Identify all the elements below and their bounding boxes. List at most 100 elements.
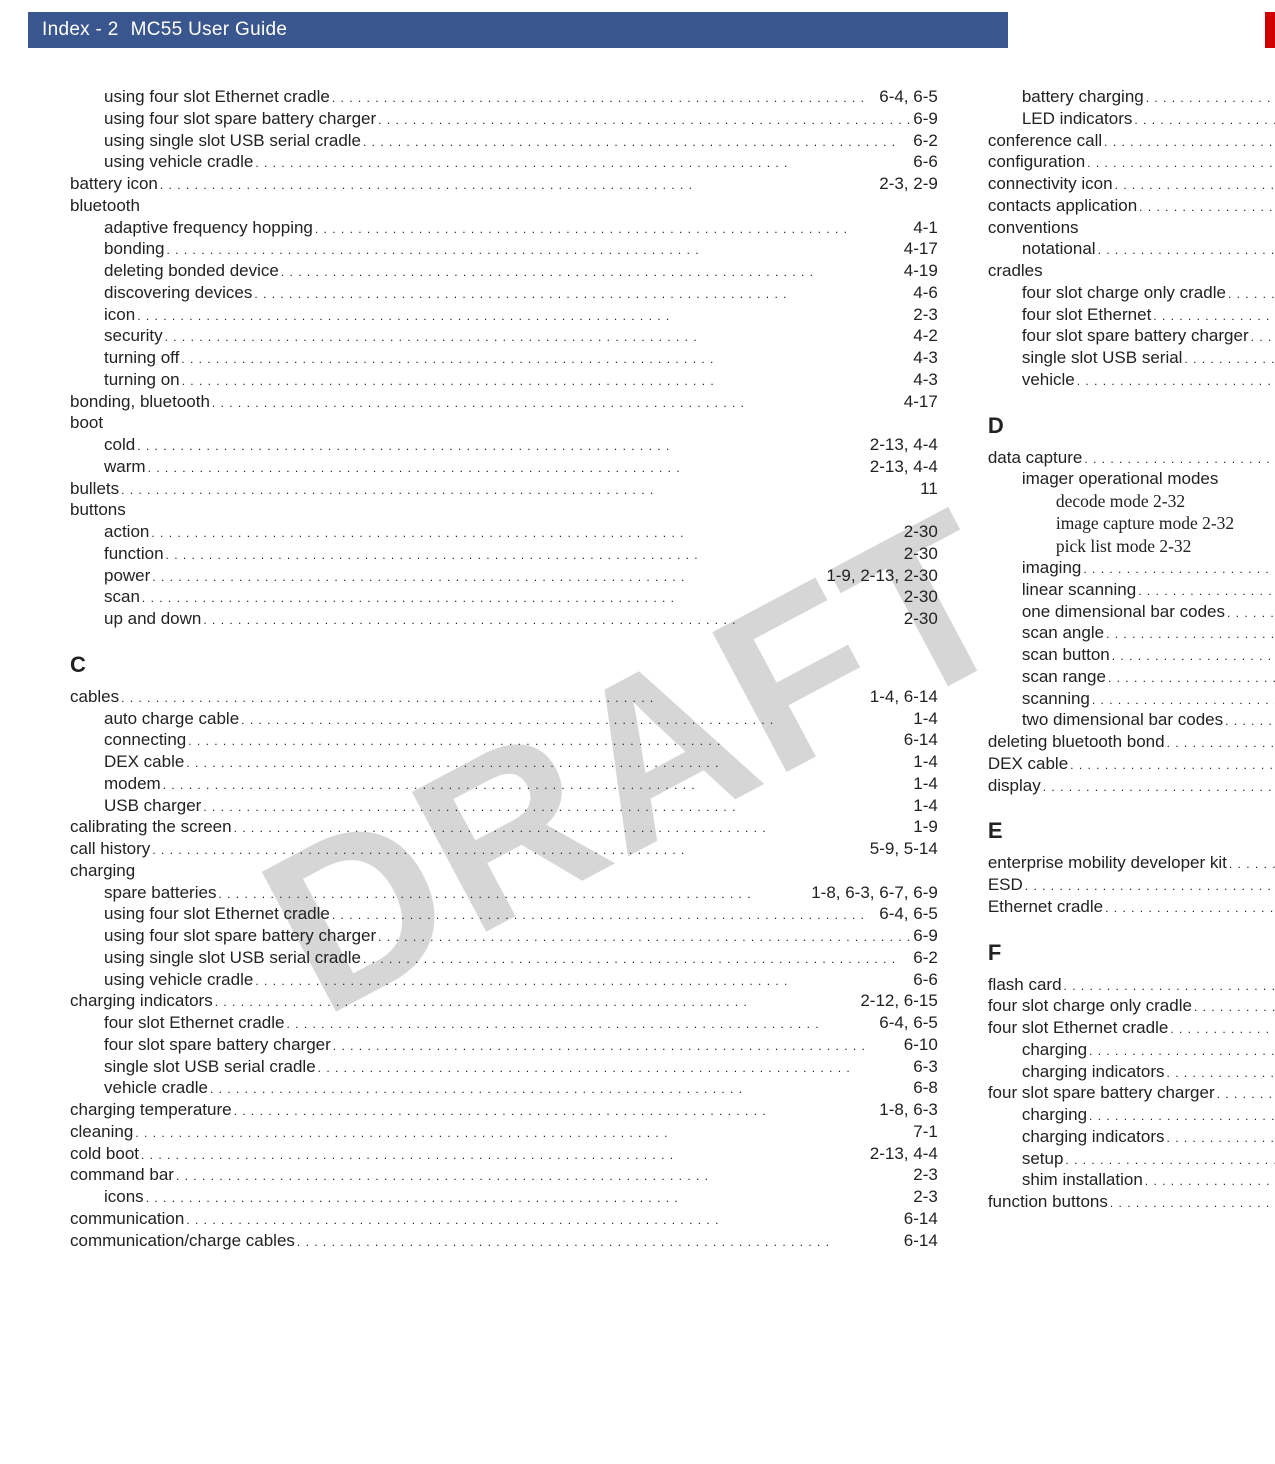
index-entry-label: connectivity icon: [988, 173, 1113, 195]
index-entry-label: setup: [1022, 1148, 1064, 1170]
index-entry-label: using single slot USB serial cradle: [104, 130, 361, 152]
index-entry-label: scan button: [1022, 644, 1110, 666]
index-entry-leader: [208, 1077, 913, 1099]
index-entry-label: scanning: [1022, 688, 1090, 710]
index-entry: two dimensional bar codes 2-32: [988, 709, 1275, 731]
index-entry: shim installation 6-9: [988, 1169, 1275, 1191]
index-entry-page: 6-8: [913, 1077, 938, 1099]
index-entry-leader: [139, 1143, 870, 1165]
index-entry-page: 1-8, 6-3: [879, 1099, 938, 1121]
index-entry: cleaning 7-1: [70, 1121, 938, 1143]
index-entry-label: charging indicators: [1022, 1126, 1165, 1148]
index-entry-leader: [1165, 1126, 1275, 1148]
header-bar: Index - 2 MC55 User Guide: [28, 12, 1008, 48]
index-entry-label: up and down: [104, 608, 201, 630]
index-entry-page: 4-1: [913, 217, 938, 239]
index-entry-label: ESD: [988, 874, 1023, 896]
index-entry: four slot spare battery charger 1-4, 6-1…: [988, 1082, 1275, 1104]
index-entry: vehicle cradle 6-8: [70, 1077, 938, 1099]
index-entry-label: connecting: [104, 729, 186, 751]
index-entry-leader: [330, 903, 879, 925]
index-entry-label: USB charger: [104, 795, 201, 817]
index-entry-label: scan: [104, 586, 140, 608]
index-entry-label: command bar: [70, 1164, 174, 1186]
index-entry-label: function buttons: [988, 1191, 1108, 1213]
index-entry: using single slot USB serial cradle 6-2: [70, 947, 938, 969]
index-entry-leader: [1075, 369, 1275, 391]
index-entry-leader: [1143, 1169, 1275, 1191]
index-entry-leader: [376, 108, 913, 130]
index-entry: contacts application 5-5: [988, 195, 1275, 217]
index-entry-leader: [1225, 601, 1275, 623]
index-entry-label: four slot spare battery charger: [1022, 325, 1249, 347]
index-entry-label: four slot spare battery charger: [104, 1034, 331, 1056]
index-entry-page: 4-6: [913, 282, 938, 304]
index-entry-label: cleaning: [70, 1121, 133, 1143]
index-entry-leader: [1136, 579, 1275, 601]
index-entry-leader: [144, 1186, 914, 1208]
index-entry-page: 6-6: [913, 969, 938, 991]
index-entry: decode mode 2-32: [988, 490, 1275, 512]
index-entry-leader: [1223, 709, 1275, 731]
index-entry-label: linear scanning: [1022, 579, 1136, 601]
index-entry: enterprise mobility developer kit 1-5: [988, 852, 1275, 874]
index-entry-leader: [1165, 731, 1275, 753]
index-entry-label: conventions: [988, 217, 1275, 239]
index-entry-page: 6-4, 6-5: [879, 903, 938, 925]
index-entry: battery charging 6-14: [988, 86, 1275, 108]
index-entry: turning on 4-3: [70, 369, 938, 391]
index-entry-label: cables: [70, 686, 119, 708]
index-entry-leader: [239, 708, 913, 730]
index-entry-leader: [174, 1164, 913, 1186]
index-entry: four slot Ethernet cradle 6-4: [988, 1017, 1275, 1039]
index-entry: flash card 6-13: [988, 974, 1275, 996]
index-entry-leader: [1168, 1017, 1275, 1039]
index-entry-label: function: [104, 543, 164, 565]
index-entry: cold 2-13, 4-4: [70, 434, 938, 456]
index-entry-leader: [163, 325, 914, 347]
index-entry-leader: [253, 969, 913, 991]
index-entry: connectivity icon 2-2: [988, 173, 1275, 195]
index-entry: spare batteries 1-8, 6-3, 6-7, 6-9: [70, 882, 938, 904]
index-entry-page: 6-2: [913, 130, 938, 152]
index-entry-page: 5-9, 5-14: [870, 838, 938, 860]
index-entry: scan range 2-33: [988, 666, 1275, 688]
index-entry: connecting 6-14: [70, 729, 938, 751]
index-entry-label: Ethernet cradle: [988, 896, 1103, 918]
index-entry-page: 2-13, 4-4: [870, 456, 938, 478]
index-entry-page: 1-8, 6-3, 6-7, 6-9: [811, 882, 938, 904]
index-entry-label: pick list mode 2-32: [1056, 535, 1275, 557]
index-entry-leader: [1132, 108, 1275, 130]
index-content: using four slot Ethernet cradle 6-4, 6-5…: [70, 86, 1235, 1454]
index-entry-leader: [158, 173, 879, 195]
index-entry-label: using single slot USB serial cradle: [104, 947, 361, 969]
index-entry-leader: [1144, 86, 1275, 108]
index-entry-page: 6-10: [904, 1034, 938, 1056]
index-entry: communication 6-14: [70, 1208, 938, 1230]
index-entry: one dimensional bar codes 2-32: [988, 601, 1275, 623]
index-entry: modem 1-4: [70, 773, 938, 795]
index-entry-leader: [1087, 1104, 1275, 1126]
index-entry: notational 11: [988, 238, 1275, 260]
index-entry-label: four slot charge only cradle: [1022, 282, 1226, 304]
index-entry: deleting bluetooth bond 4-19: [988, 731, 1275, 753]
index-entry-label: notational: [1022, 238, 1096, 260]
index-entry-page: 6-9: [913, 925, 938, 947]
index-entry-label: vehicle: [1022, 369, 1075, 391]
index-entry-page: 2-13, 4-4: [870, 1143, 938, 1165]
index-entry-leader: [361, 947, 913, 969]
index-entry-leader: [135, 434, 870, 456]
index-entry-leader: [1104, 622, 1275, 644]
index-entry-label: cradles: [988, 260, 1275, 282]
index-entry-leader: [1090, 688, 1275, 710]
index-entry-page: 6-4, 6-5: [879, 1012, 938, 1034]
index-entry: imaging 2-32: [988, 557, 1275, 579]
index-entry-leader: [165, 238, 904, 260]
index-entry-leader: [184, 751, 913, 773]
index-entry-leader: [184, 1208, 903, 1230]
index-entry-page: 6-6: [913, 151, 938, 173]
index-entry: LED indicators 6-15: [988, 108, 1275, 130]
index-entry: auto charge cable 1-4: [70, 708, 938, 730]
index-entry: DEX cable 1-4, 6-14: [988, 753, 1275, 775]
index-entry-label: call history: [70, 838, 150, 860]
